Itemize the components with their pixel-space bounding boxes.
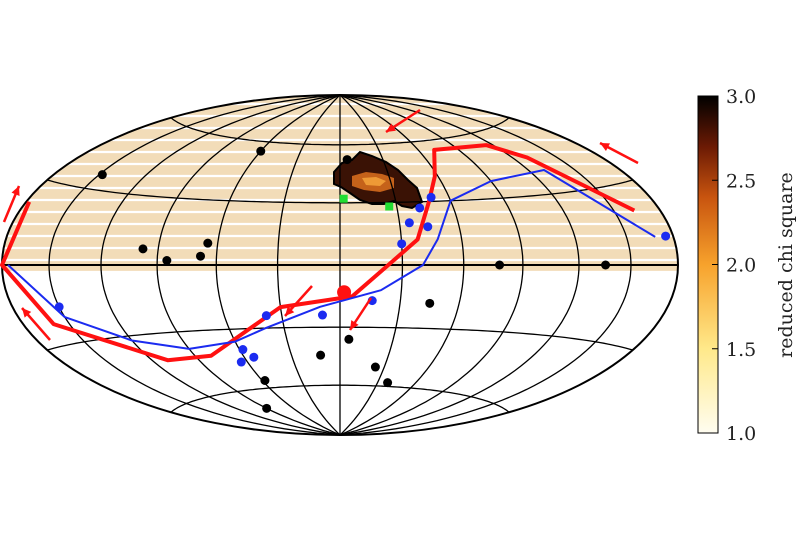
arrow-head: [285, 306, 295, 316]
blue-trajectory-line: [7, 169, 656, 350]
black-data-point: [342, 155, 352, 165]
blue-data-point: [415, 203, 425, 213]
graticule-grid: [1, 94, 679, 436]
colorbar-tick-label: 2.0: [726, 255, 756, 277]
blue-data-point: [426, 192, 436, 202]
blue-data-point: [423, 222, 433, 232]
colorbar-tick-label: 1.5: [726, 339, 756, 361]
parallel-line: [170, 117, 510, 146]
blue-data-point: [249, 352, 259, 362]
black-data-point: [495, 260, 505, 270]
colorbar-tick-label: 1.0: [726, 423, 756, 445]
arrow-head: [22, 308, 32, 318]
colorbar: 1.0 1.5 2.0 2.5 3.0 reduced chi square: [697, 86, 797, 445]
heatmap-peak: [362, 177, 386, 186]
red-highlight-point: [337, 285, 352, 300]
colorbar-tick-label: 3.0: [726, 86, 756, 108]
black-data-point: [370, 362, 380, 372]
arrow-head: [350, 320, 359, 330]
arrow-head: [386, 123, 396, 132]
black-data-point: [256, 146, 266, 156]
blue-data-point: [661, 231, 671, 241]
green-marker-point: [385, 202, 394, 211]
arrow-head: [600, 143, 610, 152]
direction-arrows: [2, 108, 639, 341]
data-series: [0, 143, 671, 413]
colorbar-tick-label: 2.5: [726, 170, 756, 192]
parallel-line: [47, 326, 633, 351]
parallel-line: [47, 179, 633, 204]
black-data-point: [162, 255, 172, 265]
black-data-point: [260, 375, 270, 385]
black-data-point: [97, 170, 107, 180]
blue-data-point: [261, 311, 271, 321]
blue-data-point: [317, 310, 327, 320]
parallel-line: [170, 384, 510, 413]
black-data-point: [344, 334, 354, 344]
blue-data-point: [238, 345, 248, 355]
blue-data-point: [404, 218, 414, 228]
black-data-point: [203, 238, 213, 248]
black-data-point: [262, 403, 272, 413]
blue-data-point: [236, 357, 246, 367]
black-data-point: [316, 350, 326, 360]
colorbar-ticks: 1.0 1.5 2.0 2.5 3.0: [712, 86, 756, 445]
black-data-point: [383, 378, 393, 388]
arrow-head: [11, 186, 20, 196]
black-data-point: [425, 298, 435, 308]
black-data-point: [601, 260, 611, 270]
black-data-point: [196, 251, 206, 261]
blue-data-point: [397, 239, 407, 249]
red-trajectory-line: [0, 143, 636, 363]
black-data-point: [138, 244, 148, 254]
heatmap-blob: [333, 150, 424, 210]
green-marker-point: [339, 194, 348, 203]
colorbar-label: reduced chi square: [775, 172, 797, 358]
blue-data-point: [54, 302, 64, 312]
